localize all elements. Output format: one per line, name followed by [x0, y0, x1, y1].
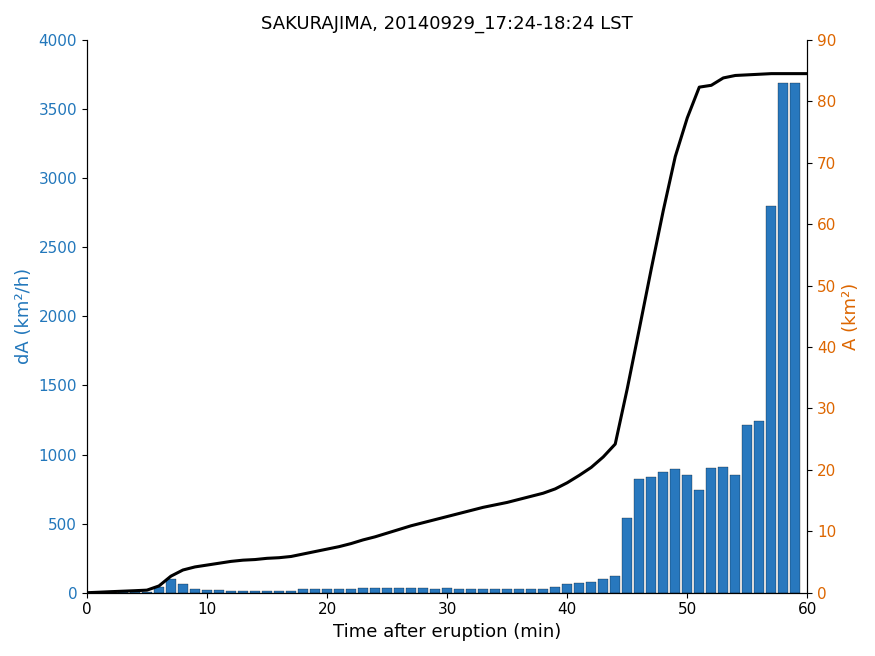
Bar [154, 587, 164, 593]
Bar [682, 474, 692, 593]
Bar [370, 588, 380, 593]
Bar [706, 468, 717, 593]
Bar [358, 588, 368, 593]
Bar [622, 518, 633, 593]
Bar [731, 475, 740, 593]
Bar [418, 588, 428, 593]
Bar [718, 467, 728, 593]
Bar [550, 587, 560, 593]
Bar [190, 588, 200, 593]
Bar [286, 591, 296, 593]
Bar [226, 590, 236, 593]
Bar [382, 588, 392, 593]
Bar [466, 588, 476, 593]
Bar [94, 592, 104, 593]
Bar [478, 588, 488, 593]
Bar [562, 584, 572, 593]
Title: SAKURAJIMA, 20140929_17:24-18:24 LST: SAKURAJIMA, 20140929_17:24-18:24 LST [262, 15, 633, 33]
Bar [322, 589, 332, 593]
Bar [574, 583, 584, 593]
Bar [778, 83, 788, 593]
Bar [490, 588, 500, 593]
Bar [118, 592, 128, 593]
Bar [166, 579, 176, 593]
Bar [430, 588, 440, 593]
Bar [142, 592, 152, 593]
Bar [754, 421, 765, 593]
Bar [454, 588, 465, 593]
Bar [250, 591, 260, 593]
Bar [214, 590, 224, 593]
Bar [766, 206, 776, 593]
Bar [262, 591, 272, 593]
Bar [526, 588, 536, 593]
Bar [298, 588, 308, 593]
Bar [346, 588, 356, 593]
Bar [634, 480, 644, 593]
Bar [658, 472, 668, 593]
Bar [238, 590, 248, 593]
Bar [598, 579, 608, 593]
X-axis label: Time after eruption (min): Time after eruption (min) [333, 623, 561, 641]
Y-axis label: dA (km²/h): dA (km²/h) [15, 268, 33, 364]
Bar [334, 589, 344, 593]
Bar [502, 589, 512, 593]
Bar [610, 576, 620, 593]
Bar [538, 588, 549, 593]
Bar [742, 426, 752, 593]
Bar [586, 582, 597, 593]
Bar [694, 491, 704, 593]
Bar [442, 588, 452, 593]
Bar [274, 591, 284, 593]
Bar [406, 588, 416, 593]
Bar [310, 588, 320, 593]
Bar [202, 590, 212, 593]
Bar [514, 588, 524, 593]
Bar [394, 588, 404, 593]
Bar [790, 83, 801, 593]
Bar [130, 592, 140, 593]
Bar [178, 584, 188, 593]
Bar [670, 469, 681, 593]
Bar [646, 478, 656, 593]
Y-axis label: A (km²): A (km²) [842, 283, 860, 350]
Bar [106, 592, 116, 593]
